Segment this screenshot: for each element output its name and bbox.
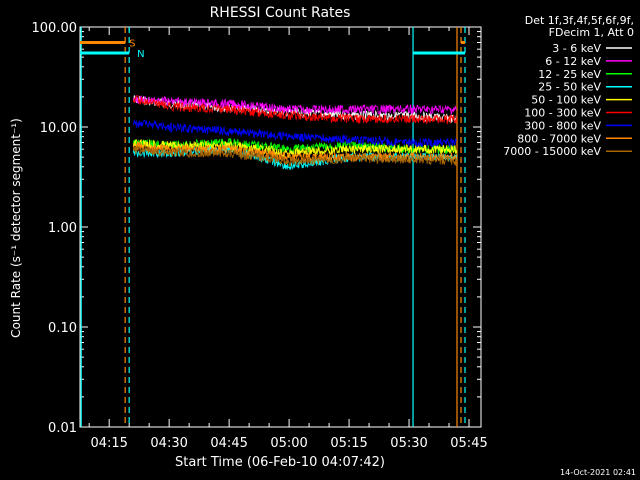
legend-entry-label: 7000 - 15000 keV (503, 145, 601, 158)
legend: Det 1f,3f,4f,5f,6f,9f,FDecim 1, Att 0 3 -… (503, 14, 634, 158)
y-tick-label: 0.10 (48, 321, 77, 336)
legend-entry-label: 100 - 300 keV (524, 107, 601, 120)
legend-entry-label: 6 - 12 keV (545, 55, 601, 68)
series-group (132, 94, 458, 170)
y-tick-label: 100.00 (32, 21, 78, 36)
y-tick-label: 10.00 (40, 121, 77, 136)
flag-label: N (137, 49, 144, 60)
series-line (132, 119, 457, 148)
legend-entry-label: 3 - 6 keV (552, 42, 601, 55)
x-tick-label: 05:15 (330, 436, 367, 451)
x-tick-label: 05:00 (270, 436, 307, 451)
flag-label: S (129, 38, 135, 49)
y-axis-label: Count Rate (s⁻¹ detector segment⁻¹) (9, 118, 23, 338)
x-axis: 04:15 04:30 04:45 05:00 05:15 05:30 05:45 (88, 27, 488, 451)
x-tick-label: 04:45 (210, 436, 247, 451)
plot-frame (79, 26, 482, 428)
series-line (132, 95, 458, 126)
legend-entry-label: 25 - 50 keV (538, 81, 601, 94)
legend-entry-label: 300 - 800 keV (524, 119, 601, 132)
series-line (132, 95, 458, 116)
legend-header: FDecim 1, Att 0 (549, 26, 634, 39)
legend-entry-label: 12 - 25 keV (538, 68, 601, 81)
legend-header: Det 1f,3f,4f,5f,6f,9f, (525, 14, 634, 27)
y-tick-label: 1.00 (48, 221, 77, 236)
x-tick-label: 05:45 (450, 436, 487, 451)
y-axis: 0.01 0.10 1.00 10.00 100.00 (32, 21, 481, 436)
footer-timestamp: 14-Oct-2021 02:41 (560, 468, 636, 477)
x-axis-label: Start Time (06-Feb-10 04:07:42) (175, 455, 385, 470)
x-tick-label: 05:30 (390, 436, 427, 451)
legend-entry-label: 800 - 7000 keV (517, 132, 601, 145)
series-line (132, 145, 458, 167)
legend-entry-label: 50 - 100 keV (531, 94, 601, 107)
annotations: SN (80, 27, 466, 427)
x-tick-label: 04:15 (90, 436, 127, 451)
chart-title: RHESSI Count Rates (210, 5, 351, 21)
y-tick-label: 0.01 (48, 421, 77, 436)
x-tick-label: 04:30 (150, 436, 187, 451)
